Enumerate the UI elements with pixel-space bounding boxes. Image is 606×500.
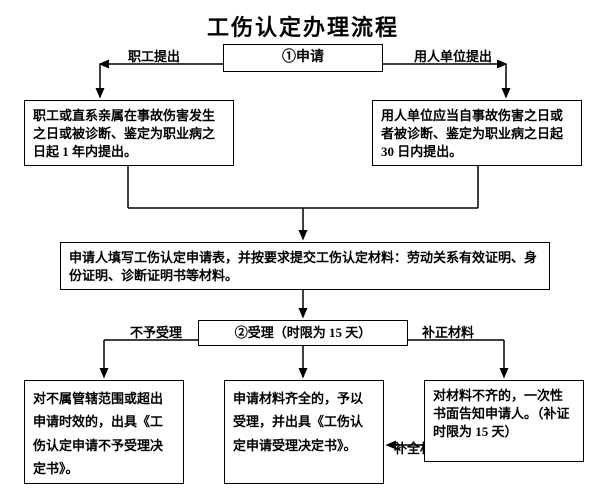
node-incomplete-box: 对材料不齐的，一次性书面告知申请人。（补证时限为 15 天） [424, 380, 584, 462]
node-employer-box: 用人单位应当自事故伤害之日或者被诊断、鉴定为职业病之日起 30 日内提出。 [372, 100, 582, 166]
label-employee-submit: 职工提出 [128, 46, 180, 65]
label-employer-submit: 用人单位提出 [414, 46, 492, 65]
label-reject: 不予受理 [130, 322, 182, 341]
node-reject-box: 对不属管辖范围或超出申请时效的，出具《工伤认定申请不予受理决定书》。 [24, 380, 184, 484]
page-title: 工伤认定办理流程 [0, 10, 606, 42]
node-apply: ①申请 [223, 44, 383, 72]
node-employee-box: 职工或直系亲属在事故伤害发生之日或被诊断、鉴定为职业病之日起 1 年内提出。 [24, 100, 234, 166]
node-approve-box: 申请材料齐全的，予以受理，并出具《工伤认定申请受理决定书》。 [224, 380, 384, 484]
node-fill-form: 申请人填写工伤认定申请表，并按要求提交工伤认定材料：劳动关系有效证明、身份证明、… [60, 242, 550, 290]
node-accept: ②受理（时限为 15 天） [198, 320, 408, 346]
label-supplement: 补正材料 [422, 322, 474, 341]
